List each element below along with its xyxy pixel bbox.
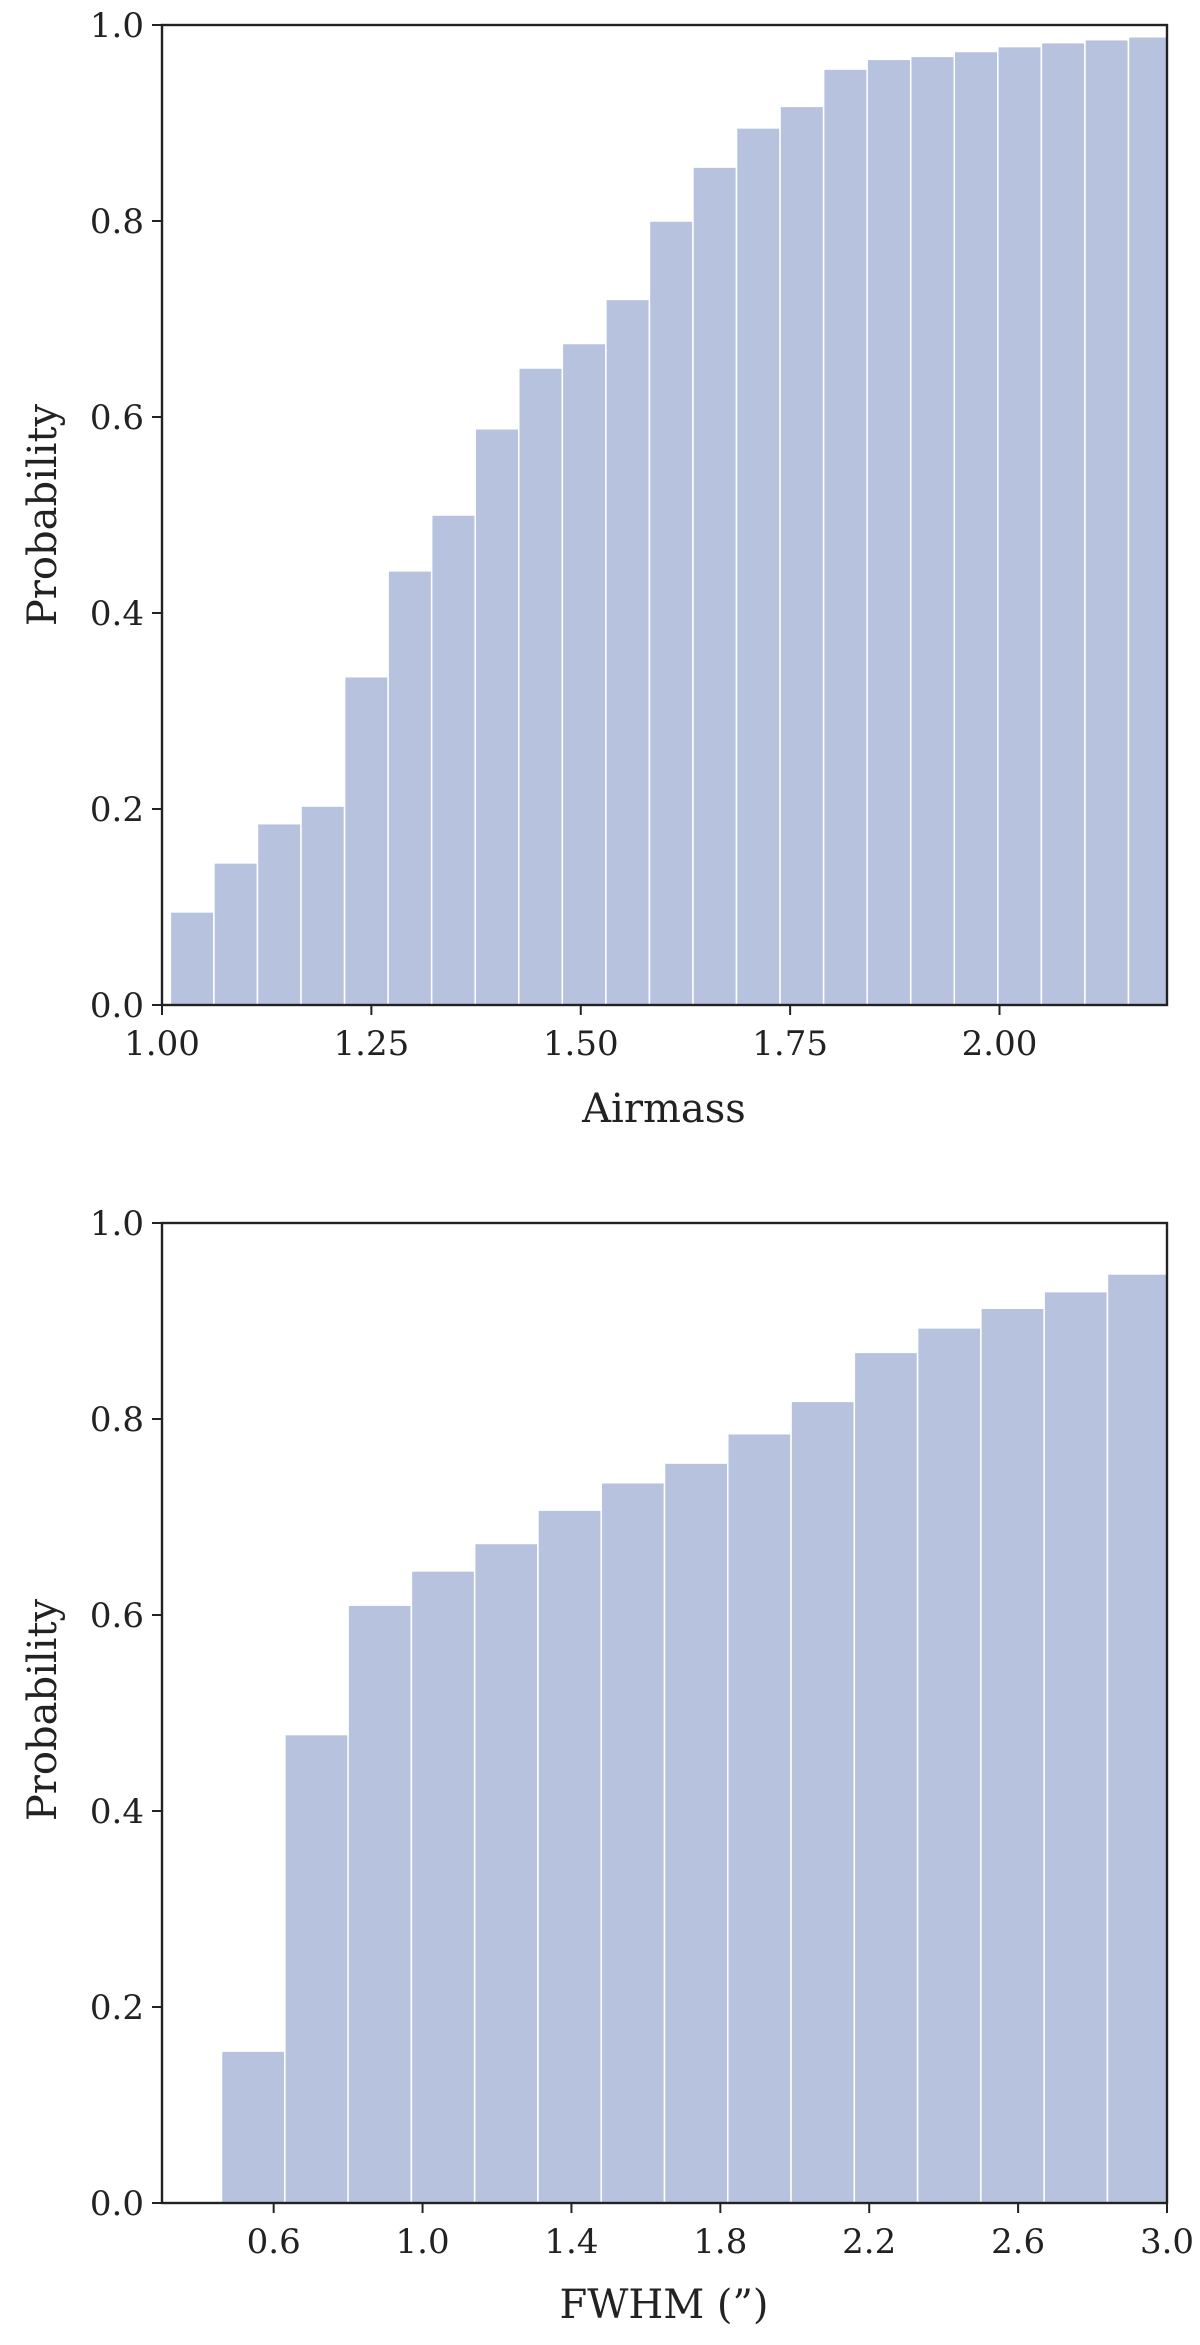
airmass-x-tick-label: 1.75 <box>752 1024 828 1064</box>
airmass-x-tick-label: 2.00 <box>962 1024 1038 1064</box>
fwhm-bar <box>284 1733 349 2204</box>
fwhm-bar <box>347 1604 413 2204</box>
fwhm-bar <box>537 1509 602 2204</box>
airmass-y-tick-label: 0.0 <box>90 986 144 1026</box>
airmass-bar <box>779 105 825 1006</box>
airmass-bar <box>692 166 738 1006</box>
fwhm-x-ticks: 0.6 1.0 1.4 1.8 2.2 2.6 3.0 <box>247 2203 1194 2262</box>
fwhm-bar <box>410 1570 476 2204</box>
airmass-chart: 1.00 1.25 1.50 1.75 2.00 0.00.20.40.60.81.0 … <box>20 6 1169 1132</box>
airmass-bar <box>866 58 912 1006</box>
airmass-bar <box>1127 36 1168 1006</box>
fwhm-x-tick-label: 2.6 <box>991 2222 1045 2262</box>
fwhm-bars <box>220 1273 1168 2204</box>
airmass-bar <box>474 428 520 1006</box>
fwhm-bar <box>853 1351 919 2204</box>
fwhm-plot-frame <box>160 1221 1169 2205</box>
fwhm-x-tick-label: 1.0 <box>396 2222 450 2262</box>
fwhm-bar <box>790 1400 856 2204</box>
fwhm-bar <box>1106 1273 1168 2204</box>
fwhm-x-tick-label: 2.2 <box>842 2222 896 2262</box>
airmass-x-axis-label: Airmass <box>581 1086 746 1132</box>
airmass-y-tick-label: 0.2 <box>90 790 144 830</box>
fwhm-bar <box>1043 1290 1109 2204</box>
fwhm-y-axis-label: Probability <box>20 1598 66 1821</box>
fwhm-y-tick-label: 0.8 <box>90 1400 144 1440</box>
airmass-bar <box>387 570 433 1006</box>
airmass-bar <box>1040 41 1086 1006</box>
airmass-y-tick-label: 0.6 <box>90 398 144 438</box>
airmass-bar <box>169 911 215 1006</box>
fwhm-bar <box>663 1462 729 2204</box>
airmass-y-tick-label: 0.4 <box>90 594 144 634</box>
fwhm-x-tick-label: 1.8 <box>693 2222 747 2262</box>
fwhm-y-tick-label: 0.0 <box>90 2184 144 2224</box>
fwhm-chart: 0.6 1.0 1.4 1.8 2.2 2.6 3.0 0.0 0.2 0.4 0.6 0.8 1.0… <box>20 1204 1194 2328</box>
fwhm-bar <box>220 2050 286 2204</box>
airmass-bars <box>169 36 1168 1006</box>
airmass-y-tick-label: 1.0 <box>90 6 144 46</box>
fwhm-x-tick-label: 3.0 <box>1140 2222 1194 2262</box>
fwhm-x-axis-label: FWHM (”) <box>559 2282 768 2328</box>
airmass-bar <box>1084 38 1130 1006</box>
fwhm-bar <box>473 1542 539 2204</box>
airmass-x-ticks: 1.00 1.25 1.50 1.75 2.00 <box>124 1005 1037 1064</box>
airmass-bar <box>430 514 476 1006</box>
airmass-bar <box>518 367 564 1006</box>
airmass-x-tick-label: 1.50 <box>543 1024 619 1064</box>
airmass-y-axis-label: Probability <box>20 403 66 626</box>
airmass-x-tick-label: 1.25 <box>334 1024 410 1064</box>
fwhm-bar <box>727 1432 792 2204</box>
airmass-bar <box>822 68 868 1006</box>
airmass-bar <box>300 805 346 1006</box>
fwhm-bar <box>980 1307 1045 2204</box>
airmass-bar <box>953 50 999 1006</box>
airmass-bar <box>343 675 389 1006</box>
fwhm-y-tick-label: 0.6 <box>90 1596 144 1636</box>
airmass-bar <box>256 822 302 1006</box>
airmass-bar <box>213 862 259 1006</box>
fwhm-y-tick-label: 0.2 <box>90 1988 144 2028</box>
airmass-bar <box>605 298 651 1006</box>
airmass-bar <box>909 55 956 1006</box>
airmass-y-tick-label: 0.8 <box>90 202 144 242</box>
fwhm-bar <box>916 1327 982 2204</box>
airmass-bar <box>648 220 694 1006</box>
airmass-bar <box>735 127 781 1006</box>
airmass-bar <box>561 342 607 1006</box>
fwhm-x-tick-label: 1.4 <box>544 2222 598 2262</box>
fwhm-y-ticks: 0.0 0.2 0.4 0.6 0.8 1.0 <box>90 1204 162 2224</box>
fwhm-bar <box>600 1481 666 2204</box>
airmass-bar <box>997 45 1043 1006</box>
fwhm-y-tick-label: 0.4 <box>90 1792 144 1832</box>
airmass-x-tick-label: 1.00 <box>124 1024 200 1064</box>
airmass-plot-frame <box>160 23 1169 1007</box>
airmass-y-ticks: 0.0 0.2 0.4 0.6 0.8 1.0 <box>90 6 162 1026</box>
fwhm-x-tick-label: 0.6 <box>247 2222 301 2262</box>
fwhm-y-tick-label: 1.0 <box>90 1204 144 1244</box>
